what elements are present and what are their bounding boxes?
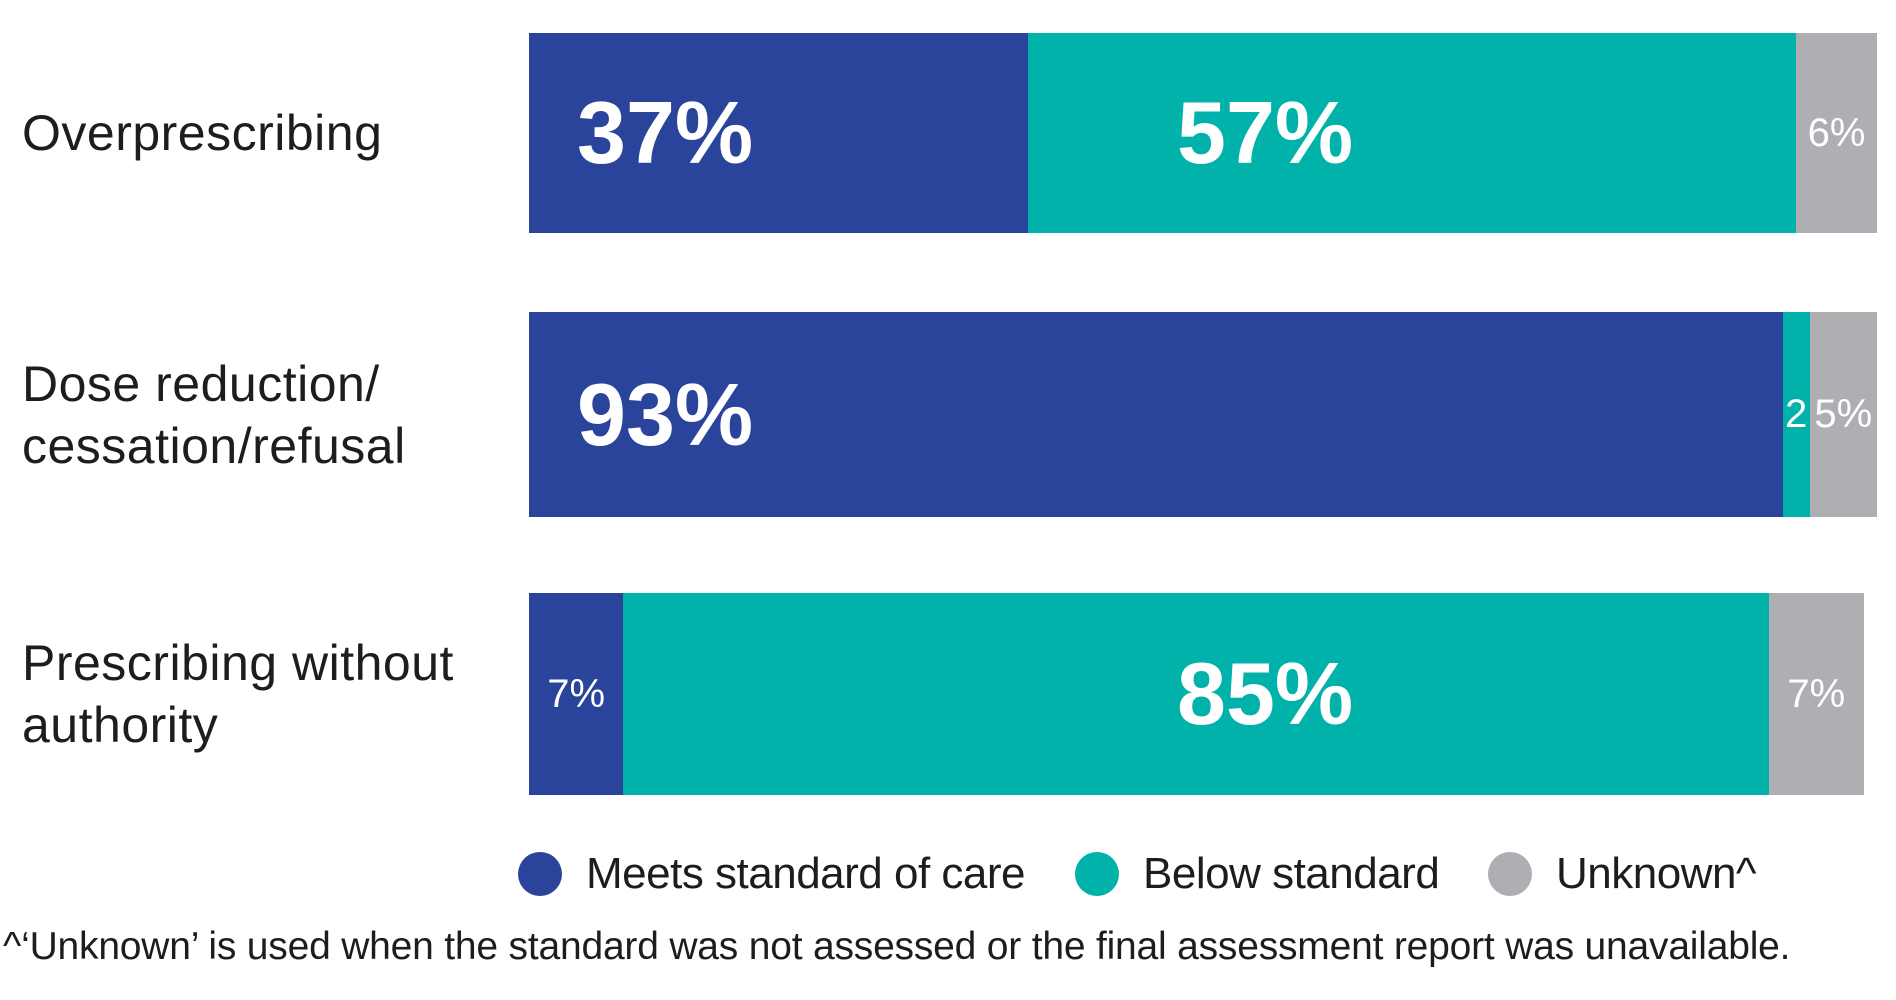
legend-label: Below standard (1143, 849, 1440, 898)
category-label-line: Prescribing without (22, 635, 454, 691)
value-label: 57% (1177, 83, 1354, 182)
value-label: 6% (1807, 110, 1866, 155)
value-label: 2 (1784, 392, 1808, 436)
legend-item-below-standard: Below standard (1075, 849, 1440, 898)
category-label-dose-reduction: Dose reduction/ cessation/refusal (22, 312, 502, 517)
value-label: 7% (547, 671, 606, 716)
bar-segment-meets-standard (529, 312, 1783, 517)
category-label-overprescribing: Overprescribing (22, 33, 502, 233)
value-label: 85% (1177, 644, 1354, 743)
category-label-line: Dose reduction/ (22, 355, 380, 412)
value-label: 7% (1787, 671, 1846, 716)
category-label-prescribing-without-authority: Prescribing without authority (22, 593, 502, 795)
bar-segment-below-standard: 2 (1782, 312, 1810, 517)
footnote: ^‘Unknown’ is used when the standard was… (3, 925, 1791, 968)
bar-segment-unknown: 6% (1796, 33, 1877, 233)
bar-segment-below-standard (623, 593, 1770, 795)
legend-label: Unknown^ (1556, 849, 1757, 898)
value-label: 37% (577, 83, 754, 182)
legend-dot-teal-icon (1075, 852, 1119, 896)
bar-segment-meets-standard: 7% (529, 593, 624, 795)
value-label: 93% (577, 364, 754, 464)
bar-prescribing-without-authority: 7% 7% 85% (529, 593, 1877, 795)
legend-dot-blue-icon (518, 852, 562, 896)
bar-overprescribing: 6% 37% 57% (529, 33, 1877, 233)
bar-segment-below-standard (1027, 33, 1797, 233)
bar-segment-unknown: 7% (1769, 593, 1864, 795)
category-label-line: cessation/refusal (22, 417, 406, 474)
legend-label: Meets standard of care (586, 849, 1026, 898)
category-label-line: Overprescribing (22, 105, 383, 161)
value-label: 5% (1814, 392, 1873, 436)
bar-segment-unknown: 5% (1809, 312, 1877, 517)
legend-item-meets-standard: Meets standard of care (518, 849, 1026, 898)
bar-dose-reduction: 2 5% 93% (529, 312, 1877, 517)
bar-segment-meets-standard (529, 33, 1028, 233)
legend-item-unknown: Unknown^ (1488, 849, 1757, 898)
legend-dot-gray-icon (1488, 852, 1532, 896)
category-label-line: authority (22, 697, 219, 753)
